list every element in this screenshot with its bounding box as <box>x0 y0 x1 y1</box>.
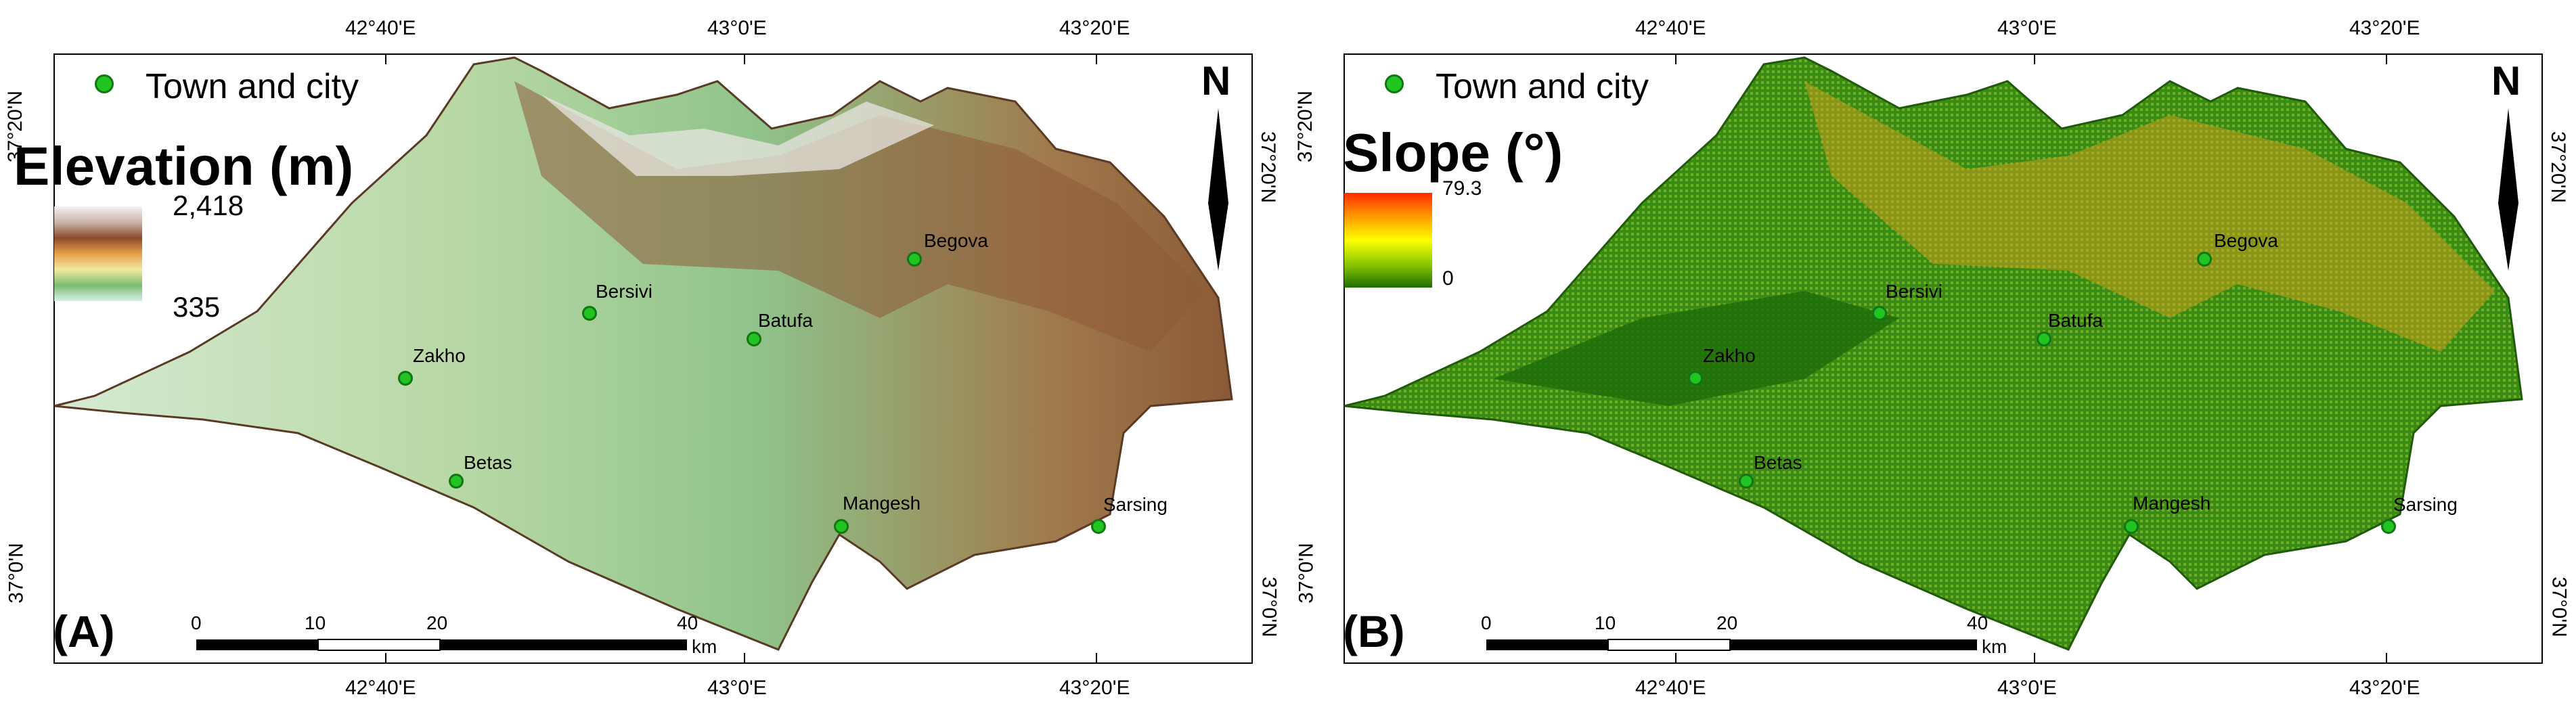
legend-min-label: 335 <box>173 291 221 323</box>
bottom-lon-label: 43°20'E <box>1059 677 1130 699</box>
scale-tick-label: 20 <box>426 612 448 633</box>
bottom-lon-label: 43°0'E <box>1997 677 2057 699</box>
panel-label: (B) <box>1343 606 1405 656</box>
town-label: Zakho <box>1703 345 1756 366</box>
left-lat-label: 37°0'N <box>5 543 28 604</box>
top-lon-label: 43°0'E <box>1997 17 2057 39</box>
town-label: Mangesh <box>843 493 921 514</box>
slope-map-frame <box>1343 53 2543 664</box>
north-arrow-icon <box>1208 108 1228 271</box>
flat-plain-zone <box>1493 291 1899 406</box>
steep-slope-zones <box>1804 81 2495 352</box>
town-label: Sarsing <box>2393 494 2458 515</box>
right-lat-label: 37°0'N <box>1258 577 1281 637</box>
scale-tick-label: 0 <box>191 612 202 633</box>
left-lat-label: 37°20'N <box>1294 90 1317 163</box>
scale-unit-label: km <box>1982 636 2007 657</box>
bottom-lon-label: 42°40'E <box>1635 677 1706 699</box>
north-label: N <box>2491 58 2521 104</box>
scale-bar-seg-1 <box>1486 639 1608 650</box>
scale-bar-seg-2 <box>317 639 441 651</box>
town-marker-icon <box>1872 306 1887 321</box>
town-marker-icon <box>582 306 597 321</box>
north-label: N <box>1201 58 1231 104</box>
scale-bar-seg-1 <box>196 639 318 650</box>
legend-title: Slope (°) <box>1343 122 1563 183</box>
town-label: Begova <box>924 230 988 251</box>
town-label: Batufa <box>758 310 813 331</box>
town-legend-label: Town and city <box>146 67 359 106</box>
mountain-ridges <box>514 81 1205 352</box>
top-lon-label: 43°20'E <box>1059 17 1130 39</box>
town-marker-icon <box>398 371 413 386</box>
left-lat-label: 37°0'N <box>1295 543 1318 604</box>
town-legend-label: Town and city <box>1436 67 1649 106</box>
town-marker-icon <box>2197 252 2212 267</box>
town-marker-icon <box>834 519 849 534</box>
scale-unit-label: km <box>692 636 717 657</box>
scale-bar-seg-2 <box>1607 639 1731 651</box>
right-lat-label: 37°0'N <box>2548 577 2571 637</box>
top-lon-label: 42°40'E <box>345 17 416 39</box>
town-legend-icon <box>1385 74 1404 93</box>
town-label: Betas <box>1754 452 1802 473</box>
scale-tick-label: 40 <box>677 612 698 633</box>
town-label: Mangesh <box>2133 493 2211 514</box>
bottom-lon-label: 43°0'E <box>707 677 767 699</box>
snow-peaks <box>541 95 934 176</box>
town-legend-icon <box>95 74 114 93</box>
elevation-color-ramp <box>54 206 142 301</box>
town-label: Bersivi <box>1886 281 1943 302</box>
slope-color-ramp <box>1344 193 1432 288</box>
elevation-map-frame <box>53 53 1253 664</box>
legend-max-label: 2,418 <box>173 189 244 221</box>
right-lat-label: 37°20'N <box>2547 131 2570 204</box>
scale-tick-label: 10 <box>1595 612 1616 633</box>
north-arrow-icon <box>2498 108 2518 271</box>
town-marker-icon <box>449 474 464 489</box>
right-lat-label: 37°20'N <box>1257 131 1280 204</box>
scale-bar-seg-3 <box>1730 639 1977 650</box>
study-area-slope <box>1343 56 2523 651</box>
town-marker-icon <box>2124 519 2139 534</box>
town-marker-icon <box>907 252 922 267</box>
top-lon-label: 43°20'E <box>2349 17 2420 39</box>
panel-label: (A) <box>53 606 115 656</box>
top-lon-label: 42°40'E <box>1635 17 1706 39</box>
left-lat-label: 37°20'N <box>4 90 27 163</box>
scale-tick-label: 10 <box>305 612 326 633</box>
scale-tick-label: 0 <box>1481 612 1492 633</box>
town-label: Bersivi <box>596 281 653 302</box>
town-label: Begova <box>2214 230 2278 251</box>
legend-min-label: 0 <box>1442 267 1454 290</box>
elevation-map-panel: Town and city Elevation (m) 2,418 335 N … <box>0 0 1286 722</box>
town-marker-icon <box>1091 519 1106 534</box>
town-marker-icon <box>1739 474 1754 489</box>
top-lon-label: 43°0'E <box>707 17 767 39</box>
town-label: Zakho <box>413 345 466 366</box>
bottom-lon-label: 43°20'E <box>2349 677 2420 699</box>
town-marker-icon <box>2381 519 2396 534</box>
town-label: Betas <box>464 452 512 473</box>
town-marker-icon <box>1688 371 1703 386</box>
slope-map-panel: Town and city Slope (°) 79.3 0 N 42°40'E… <box>1290 0 2576 722</box>
legend-title: Elevation (m) <box>14 136 354 196</box>
scale-bar-seg-3 <box>440 639 687 650</box>
town-marker-icon <box>2037 332 2051 346</box>
legend-max-label: 79.3 <box>1442 177 1482 200</box>
scale-tick-label: 40 <box>1967 612 1989 633</box>
town-label: Batufa <box>2048 310 2103 331</box>
scale-tick-label: 20 <box>1716 612 1738 633</box>
bottom-lon-label: 42°40'E <box>345 677 416 699</box>
town-marker-icon <box>747 332 761 346</box>
town-label: Sarsing <box>1103 494 1168 515</box>
